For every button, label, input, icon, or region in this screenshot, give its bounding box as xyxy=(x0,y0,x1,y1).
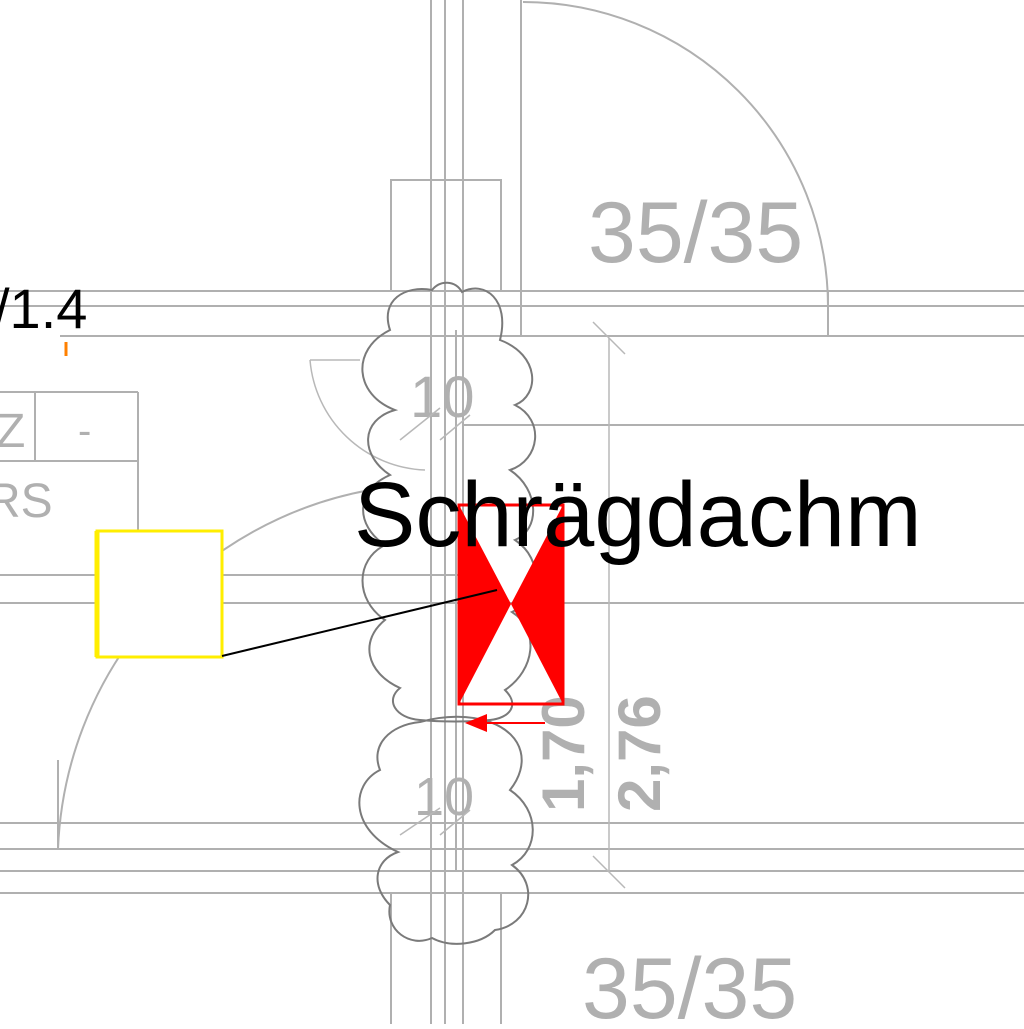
level-label: /1.4 xyxy=(0,277,87,340)
room-table xyxy=(0,391,139,530)
horizontal-wall-top xyxy=(0,290,1024,337)
wall-thickness-upper: 10 xyxy=(410,365,475,430)
table-cell-dash: - xyxy=(78,409,91,453)
annotation-text: Schrägdachm xyxy=(354,464,922,566)
wall-thickness-lower: 10 xyxy=(414,767,474,827)
pillar-label-top: 35/35 xyxy=(588,185,803,281)
wall-thickness-ticks-lower xyxy=(399,807,471,836)
upper-door-swing xyxy=(520,0,829,336)
table-cell-z: Z xyxy=(0,405,25,458)
vertical-wall xyxy=(430,0,464,1024)
table-cell-rs: RS xyxy=(0,475,53,528)
vertical-dimension-line xyxy=(592,321,626,889)
dimension-outer-label: 2,76 xyxy=(606,695,673,812)
upper-pillar xyxy=(390,179,502,292)
revision-cloud-lower xyxy=(358,715,534,945)
callout-leader-line xyxy=(221,589,498,657)
pillar-label-bottom: 35/35 xyxy=(582,941,797,1024)
lower-pillar xyxy=(390,893,502,1024)
callout-box xyxy=(94,529,224,659)
hourglass-marker-icon xyxy=(457,503,565,706)
wall-thickness-ticks-upper xyxy=(399,407,471,441)
red-arrow-icon xyxy=(465,714,545,732)
dimension-inner-label: 1,70 xyxy=(530,695,597,812)
horizontal-wall-bottom xyxy=(0,822,1024,894)
